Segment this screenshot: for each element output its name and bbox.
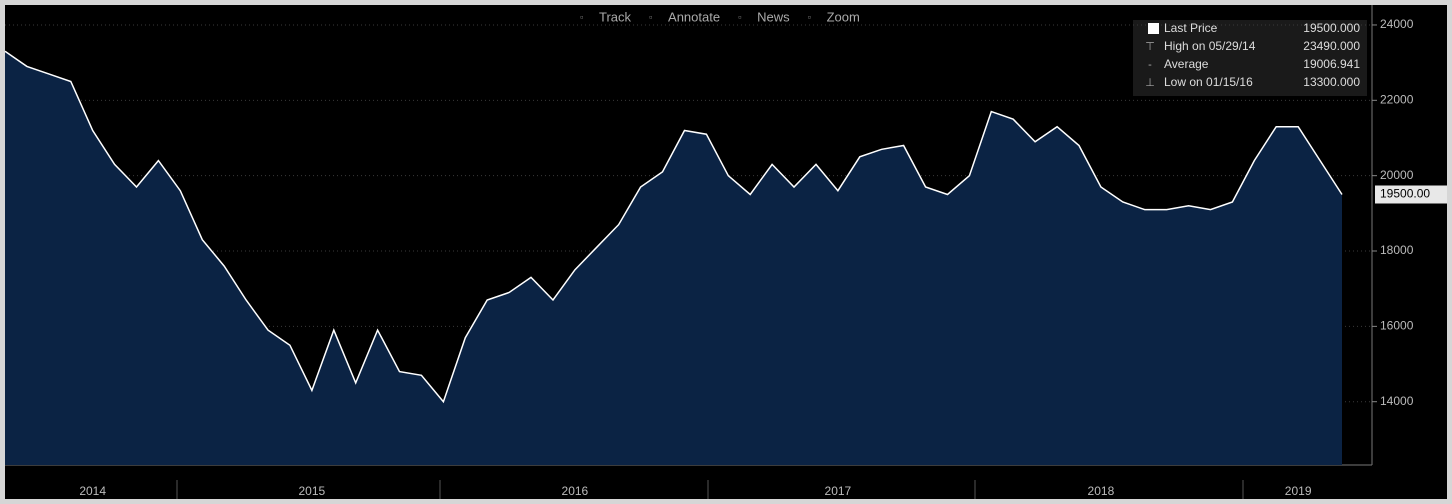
legend-swatch — [1148, 23, 1159, 34]
toolbar-button[interactable]: Annotate — [668, 9, 720, 24]
y-tick-label: 20000 — [1380, 168, 1414, 182]
toolbar-icon: ▫ — [738, 13, 742, 24]
price-line — [4, 50, 1343, 404]
legend-value: 23490.000 — [1303, 39, 1360, 53]
legend-name: Last Price — [1164, 21, 1218, 35]
legend-value: 19500.000 — [1303, 21, 1360, 35]
legend-box — [1133, 20, 1367, 96]
last-price-label: 19500.00 — [1380, 187, 1430, 201]
toolbar-icon: ▫ — [649, 13, 653, 24]
x-tick-label: 2015 — [299, 484, 326, 498]
legend-value: 19006.941 — [1303, 57, 1360, 71]
last-price-tag — [1375, 185, 1447, 204]
y-tick-label: 24000 — [1380, 17, 1414, 31]
y-tick-label: 18000 — [1380, 243, 1414, 257]
y-tick-label: 22000 — [1380, 92, 1414, 106]
legend-symbol: - — [1148, 59, 1152, 71]
toolbar-icon: ▫ — [580, 13, 584, 24]
toolbar-icon: ▫ — [808, 13, 812, 24]
toolbar-button[interactable]: News — [757, 9, 790, 24]
x-tick-label: 2017 — [825, 484, 852, 498]
legend-value: 13300.000 — [1303, 75, 1360, 89]
y-tick-label: 14000 — [1380, 394, 1414, 408]
x-tick-label: 2018 — [1088, 484, 1115, 498]
x-tick-label: 2019 — [1285, 484, 1312, 498]
legend-name: High on 05/29/14 — [1164, 39, 1256, 53]
legend-symbol: ⊤ — [1145, 41, 1155, 53]
x-tick-label: 2016 — [562, 484, 589, 498]
y-tick-label: 16000 — [1380, 319, 1414, 333]
legend-name: Low on 01/15/16 — [1164, 75, 1253, 89]
year-separators — [176, 480, 1244, 499]
toolbar-button[interactable]: Track — [599, 9, 632, 24]
toolbar-button[interactable]: Zoom — [827, 9, 860, 24]
legend-name: Average — [1164, 57, 1209, 71]
area-fill — [5, 51, 1342, 466]
x-tick-label: 2014 — [79, 484, 106, 498]
legend-symbol: ⊥ — [1145, 77, 1155, 89]
